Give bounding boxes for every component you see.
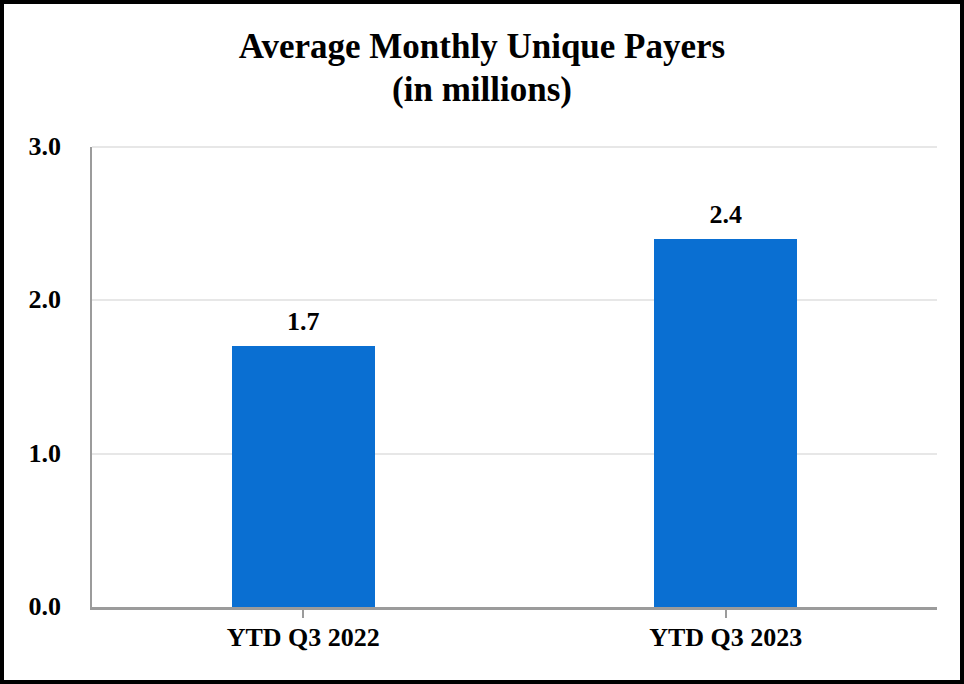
x-axis-line [90,607,937,610]
bar-ytd-q3-2022 [232,346,375,607]
chart-title-line1: Average Monthly Unique Payers [4,25,960,68]
x-axis-category-label: YTD Q3 2022 [227,623,380,653]
chart-title-line2: (in millions) [4,68,960,111]
bar-ytd-q3-2023 [654,239,797,607]
bar-value-label: 1.7 [287,307,320,337]
y-axis-tick-label: 1.0 [29,439,62,469]
bar-value-label: 2.4 [710,200,743,230]
chart-title: Average Monthly Unique Payers (in millio… [4,25,960,111]
gridline-3.0 [92,146,937,148]
y-axis-tick-label: 3.0 [29,132,62,162]
y-axis-tick-label: 0.0 [29,592,62,622]
gridline-2.0 [92,299,937,301]
x-axis-tick-mark [302,607,304,618]
y-axis-tick-label: 2.0 [29,285,62,315]
x-axis-category-label: YTD Q3 2023 [649,623,802,653]
y-axis-line [90,147,92,609]
plot-area: 0.01.02.03.01.7YTD Q3 20222.4YTD Q3 2023 [92,147,937,607]
gridline-1.0 [92,453,937,455]
x-axis-tick-mark [725,607,727,618]
chart-frame: Average Monthly Unique Payers (in millio… [0,0,964,684]
